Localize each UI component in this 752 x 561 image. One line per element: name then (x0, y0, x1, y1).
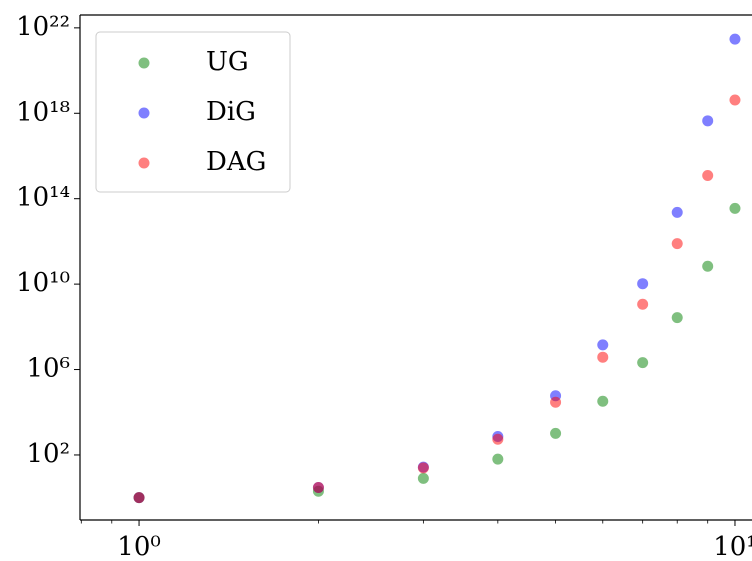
point (492, 453, 504, 465)
point (671, 238, 683, 250)
point (417, 462, 429, 474)
point (702, 260, 714, 272)
y-tick-label: 10¹⁰ (16, 268, 70, 298)
x-tick-label: 10⁰ (117, 532, 161, 561)
point (729, 94, 741, 106)
legend-box (95, 31, 291, 193)
point (637, 278, 649, 290)
legend-marker (138, 157, 150, 169)
point (417, 472, 429, 484)
legend-label: DiG (206, 97, 256, 127)
point (671, 312, 683, 324)
legend-marker (138, 107, 150, 119)
point (312, 481, 324, 493)
x-tick-label: 10¹ (713, 532, 752, 561)
point (671, 206, 683, 218)
point (492, 433, 504, 445)
legend-marker (138, 57, 150, 69)
y-tick-label: 10²² (16, 12, 70, 42)
y-tick-label: 10⁶ (26, 354, 70, 384)
legend-label: UG (206, 47, 249, 77)
point (729, 33, 741, 45)
point (597, 395, 609, 407)
legend-label: DAG (206, 147, 266, 177)
point (637, 298, 649, 310)
point (597, 339, 609, 351)
point (550, 396, 562, 408)
point (133, 492, 145, 504)
point (729, 202, 741, 214)
point (702, 170, 714, 182)
y-tick-label: 10¹⁴ (16, 183, 70, 213)
point (550, 427, 562, 439)
point (637, 357, 649, 369)
y-tick-label: 10¹⁸ (16, 97, 70, 127)
point (702, 115, 714, 127)
point (597, 351, 609, 363)
y-tick-label: 10² (26, 439, 70, 469)
